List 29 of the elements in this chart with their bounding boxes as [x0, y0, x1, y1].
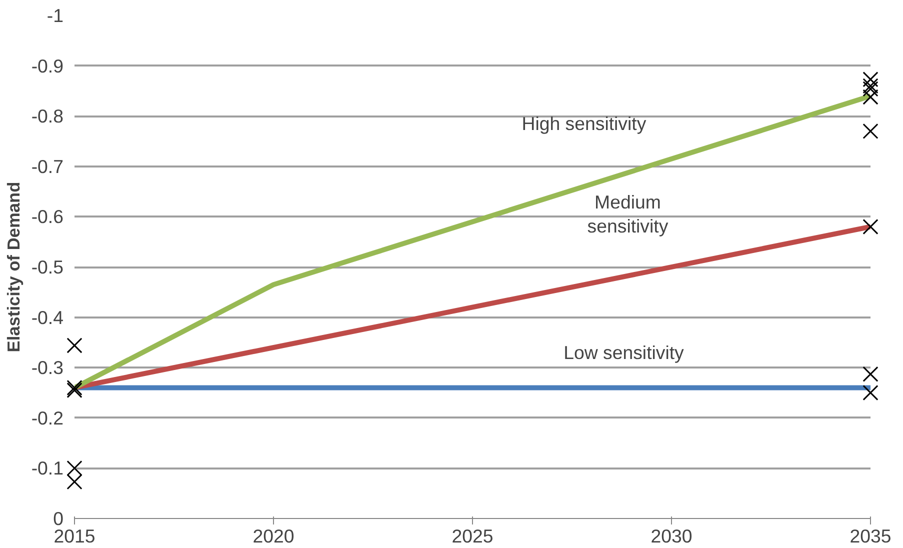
point: [66, 460, 82, 476]
point: [862, 218, 878, 235]
x-tick-label: 2020: [252, 526, 294, 546]
y-tick-label: -0.6: [31, 206, 64, 228]
point: [862, 89, 878, 105]
point: [862, 78, 878, 94]
point: [862, 366, 878, 382]
y-tick-label: -0.3: [31, 357, 64, 378]
x-tick-label: 2030: [650, 526, 692, 546]
y-tick-label: -0.1: [31, 458, 64, 479]
y-tick-label: -0.8: [31, 106, 64, 127]
point: [862, 123, 878, 140]
point: [862, 384, 878, 401]
y-tick-label: -0.2: [31, 407, 64, 428]
annotation: Low sensitivity: [564, 342, 685, 364]
point: [66, 474, 82, 490]
point: [66, 338, 82, 354]
x-tick-label: 2025: [452, 526, 494, 546]
y-tick-label: -0.4: [31, 306, 64, 328]
annotation: Medium sensitivity: [587, 192, 669, 237]
point: [862, 72, 878, 88]
y-tick-label: -0.7: [31, 156, 64, 177]
annotation: High sensitivity: [522, 113, 647, 134]
x-tick-label: 2035: [850, 526, 892, 546]
point: [862, 81, 878, 97]
y-tick-label: -0.9: [31, 55, 64, 76]
y-tick-label: -0.5: [31, 256, 64, 278]
y-tick-label: -1: [46, 5, 64, 26]
y-axis-title: Elasticity of Demand: [3, 182, 24, 352]
